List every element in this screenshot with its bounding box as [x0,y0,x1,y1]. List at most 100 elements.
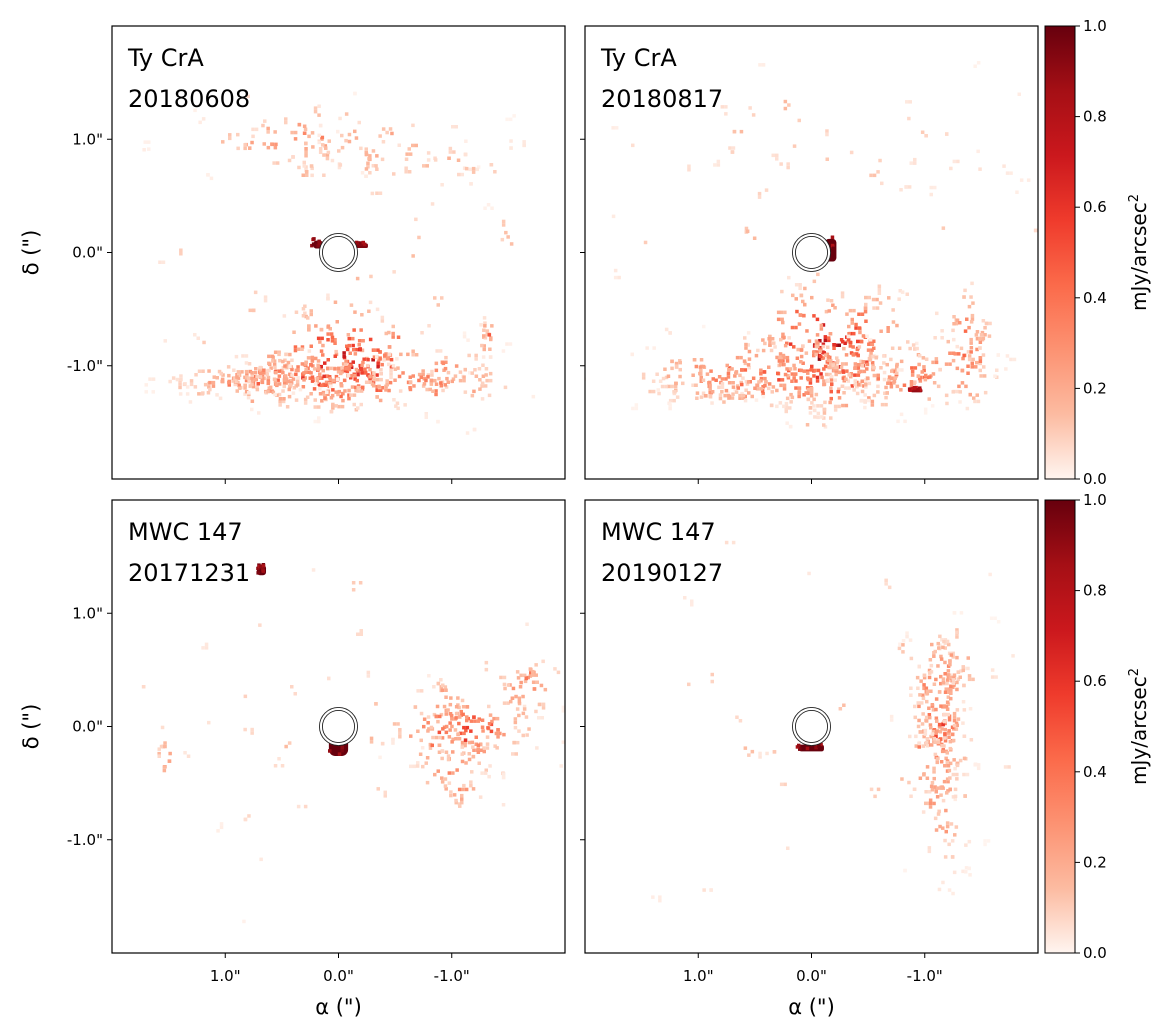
emission-pixel [862,369,867,374]
emission-pixel [914,734,918,739]
emission-pixel [886,326,890,330]
emission-pixel [534,673,538,677]
emission-pixel [347,388,351,393]
emission-pixel [944,393,949,398]
emission-pixel [889,385,894,389]
emission-pixel [471,170,476,174]
emission-pixel [897,346,902,350]
emission-pixel [809,390,814,394]
emission-pixel [327,375,332,379]
emission-pixel [887,585,892,590]
emission-pixel [439,381,443,385]
emission-pixel [819,372,823,376]
emission-pixel [336,370,341,374]
emission-pixel [765,751,769,756]
emission-pixel [370,375,375,380]
panel-date-label: 20171231 [128,559,250,587]
emission-pixel [791,293,795,298]
emission-pixel [748,106,752,110]
emission-pixel [312,387,317,391]
emission-pixel [901,639,906,643]
emission-pixel [872,306,876,310]
emission-pixel [371,149,376,153]
emission-pixel [767,337,771,341]
emission-pixel [898,642,902,646]
emission-pixel [818,339,822,343]
emission-pixel [947,768,952,773]
emission-pixel [482,328,486,332]
emission-pixel [317,416,321,420]
emission-pixel [362,357,366,361]
emission-pixel [501,349,506,353]
emission-pixel [758,755,762,759]
emission-pixel [457,172,461,177]
emission-pixel [695,391,700,395]
emission-pixel [752,236,757,240]
emission-pixel [816,272,820,277]
emission-pixel [950,725,955,729]
emission-pixel [349,376,353,380]
emission-pixel [168,379,172,384]
emission-pixel [783,343,788,348]
emission-pixel [353,374,357,378]
emission-pixel [794,325,798,330]
emission-pixel [939,674,943,679]
emission-pixel [741,393,746,398]
emission-pixel [664,384,668,389]
emission-pixel [965,406,970,411]
emission-pixel [913,347,917,351]
emission-pixel [324,380,329,385]
emission-pixel [917,745,921,749]
emission-pixel [485,742,490,746]
emission-pixel [508,117,513,122]
emission-pixel [976,763,981,767]
emission-pixel [734,390,739,394]
emission-pixel [347,367,352,372]
emission-pixel [940,727,944,731]
emission-pixel [310,131,315,135]
emission-pixel [194,373,198,377]
emission-pixel [360,171,365,175]
emission-pixel [779,337,783,342]
emission-pixel [306,356,311,360]
emission-pixel [864,385,868,389]
emission-pixel [746,380,751,384]
emission-pixel [485,735,490,739]
emission-pixel [420,746,425,750]
emission-pixel [308,376,313,380]
emission-pixel [972,396,976,400]
emission-pixel [814,339,819,343]
mask-inner-circle [794,709,829,744]
emission-pixel [178,392,183,396]
emission-pixel [856,373,861,377]
emission-pixel [670,359,674,364]
emission-pixel [444,724,449,729]
emission-pixel [866,398,871,403]
mask-inner-circle [321,709,356,744]
emission-pixel [290,367,294,372]
emission-pixel [956,159,960,164]
emission-pixel [970,313,975,318]
emission-pixel [921,356,926,360]
emission-pixel [706,394,711,398]
emission-pixel [973,762,978,766]
emission-pixel [724,377,728,381]
emission-pixel [822,416,826,420]
emission-pixel [771,385,776,389]
emission-pixel [293,348,298,353]
emission-pixel [938,824,942,829]
emission-pixel [908,346,912,351]
emission-pixel [391,331,395,336]
emission-pixel [358,363,362,368]
emission-pixel [553,667,557,671]
emission-pixel [331,388,335,392]
emission-pixel [380,386,385,390]
emission-pixel [959,346,964,351]
emission-pixel [885,391,889,395]
emission-pixel [951,772,956,777]
emission-pixel [385,382,389,387]
emission-pixel [451,771,455,775]
emission-pixel [201,391,205,395]
emission-pixel [648,389,652,394]
emission-pixel [889,718,894,722]
